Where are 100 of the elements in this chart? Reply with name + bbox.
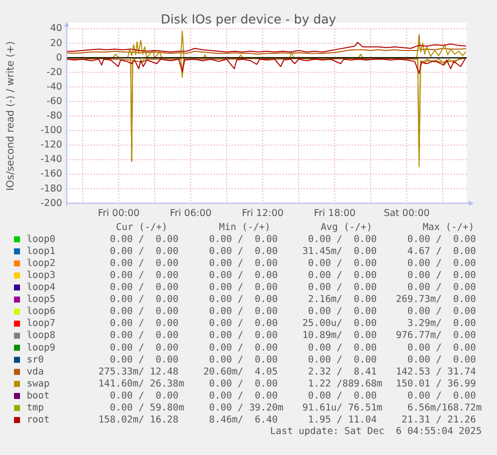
text: 0.00 / 0.00	[209, 294, 278, 306]
text: 1.22 /889.68m	[308, 378, 383, 390]
text: 0.00 / 0.00	[209, 342, 278, 354]
legend-label: sr0	[26, 354, 44, 366]
text: 0.00 / 0.00	[110, 294, 179, 306]
text: 0.00 / 0.00	[209, 354, 278, 366]
text: 0.00 / 0.00	[110, 354, 179, 366]
y-tick-label: -20	[46, 66, 62, 78]
text: 0.00 / 0.00	[308, 354, 377, 366]
y-tick-label: 20	[50, 38, 62, 49]
text: Cur (-/+)	[116, 222, 168, 233]
text: 0.00 / 0.00	[407, 234, 476, 245]
y-tick-label: 0	[56, 52, 62, 64]
legend-label: loop8	[26, 330, 56, 342]
legend-label: loop3	[26, 270, 56, 281]
text: 0.00 / 0.00	[110, 390, 179, 402]
text: 0.00 / 0.00	[209, 246, 278, 257]
text: 0.00 / 0.00	[308, 234, 377, 245]
text: 0.00 / 0.00	[407, 306, 476, 318]
text: 0.00 / 0.00	[209, 306, 278, 318]
legend-label: tmp	[26, 402, 44, 414]
text: 141.60m/ 26.38m	[98, 378, 184, 390]
x-tick-label: Fri 18:00	[314, 208, 356, 219]
y-tick-label: -80	[46, 110, 62, 122]
legend-label: loop7	[26, 318, 56, 330]
text: 21.31 / 21.26	[402, 414, 476, 426]
text: 1.95 / 11.04	[308, 414, 377, 426]
y-tick-label: -140	[40, 154, 62, 166]
text: 0.00 / 0.00	[110, 258, 179, 269]
text: 150.01 / 36.99	[396, 378, 476, 390]
y-tick-label: -100	[40, 125, 62, 136]
text: 4.67 / 0.00	[407, 246, 476, 257]
y-tick-label: -40	[46, 81, 62, 92]
text: Max (-/+)	[422, 222, 474, 233]
text: 0.00 / 0.00	[407, 282, 476, 293]
text: 0.00 / 0.00	[308, 306, 377, 318]
text: 0.00 / 0.00	[407, 354, 476, 366]
text: 0.00 / 0.00	[110, 342, 179, 354]
text: 0.00 / 0.00	[209, 378, 278, 390]
text: 0.00 / 0.00	[209, 282, 278, 293]
text: 142.53 / 31.74	[396, 366, 476, 378]
text: 31.45m/ 0.00	[302, 246, 377, 257]
y-axis-title: IOs/second read (-) / write (+)	[6, 41, 16, 191]
text: 2.16m/ 0.00	[308, 294, 377, 306]
y-tick-label: -120	[40, 140, 62, 151]
text: 0.00 / 0.00	[407, 258, 476, 269]
text: 0.00 / 0.00	[308, 258, 377, 269]
legend-label: loop1	[26, 246, 56, 257]
y-tick-label: 40	[50, 23, 62, 34]
legend-label: loop6	[26, 306, 56, 318]
text: 0.00 / 0.00	[308, 282, 377, 293]
legend-label: loop5	[26, 294, 56, 306]
x-tick-label: Fri 12:00	[242, 208, 284, 219]
y-tick-label: -180	[40, 183, 62, 194]
y-tick-label: -200	[40, 198, 62, 209]
text: 20.60m/ 4.05	[203, 366, 278, 378]
text: 269.73m/ 0.00	[396, 294, 476, 306]
y-tick-label: -60	[46, 96, 62, 107]
legend-label: vda	[26, 366, 44, 378]
legend-label: loop9	[26, 342, 56, 354]
text: 0.00 / 0.00	[209, 258, 278, 269]
text: 0.00 / 0.00	[110, 282, 179, 293]
text: 158.02m/ 16.28	[98, 414, 179, 426]
text: 0.00 / 0.00	[407, 270, 476, 281]
text: 0.00 / 0.00	[209, 318, 278, 330]
text: 0.00 / 0.00	[308, 390, 377, 402]
text: 976.77m/ 0.00	[396, 330, 476, 342]
text: 0.00 / 0.00	[209, 330, 278, 342]
text: 0.00 / 0.00	[209, 270, 278, 281]
legend-label: loop0	[26, 234, 56, 245]
text: Last update: Sat Dec 6 04:55:04 2025	[270, 426, 482, 438]
text: 25.00u/ 0.00	[302, 318, 377, 330]
text: 3.29m/ 0.00	[407, 318, 476, 330]
text: 0.00 / 0.00	[110, 306, 179, 318]
x-tick-label: Fri 00:00	[98, 208, 140, 219]
text: 6.56m/168.72m	[407, 402, 482, 414]
text: 0.00 / 59.80m	[110, 402, 184, 414]
legend-label: swap	[26, 378, 50, 390]
text: 0.00 / 0.00	[110, 318, 179, 330]
text: 0.00 / 39.20m	[209, 402, 284, 414]
text: 275.33m/ 12.48	[98, 366, 179, 378]
text: 0.00 / 0.00	[308, 270, 377, 281]
x-tick-label: Sat 00:00	[384, 208, 430, 219]
legend-label: loop4	[26, 282, 56, 293]
legend-label: loop2	[26, 258, 56, 269]
text: 0.00 / 0.00	[209, 390, 278, 402]
text: 0.00 / 0.00	[308, 342, 377, 354]
text: Avg (-/+)	[320, 222, 372, 233]
text: 0.00 / 0.00	[407, 342, 476, 354]
text: 0.00 / 0.00	[407, 390, 476, 402]
x-tick-label: Fri 06:00	[170, 208, 212, 219]
text: 0.00 / 0.00	[110, 234, 179, 245]
text: 10.89m/ 0.00	[302, 330, 377, 342]
text: Min (-/+)	[219, 222, 270, 233]
chart-title: Disk IOs per device - by day	[160, 12, 337, 26]
text: 91.61u/ 76.51m	[302, 402, 383, 414]
text: 8.46m/ 6.40	[209, 414, 278, 426]
legend-label: boot	[26, 390, 50, 402]
text: 2.32 / 8.41	[308, 366, 377, 378]
text: 0.00 / 0.00	[209, 234, 278, 245]
